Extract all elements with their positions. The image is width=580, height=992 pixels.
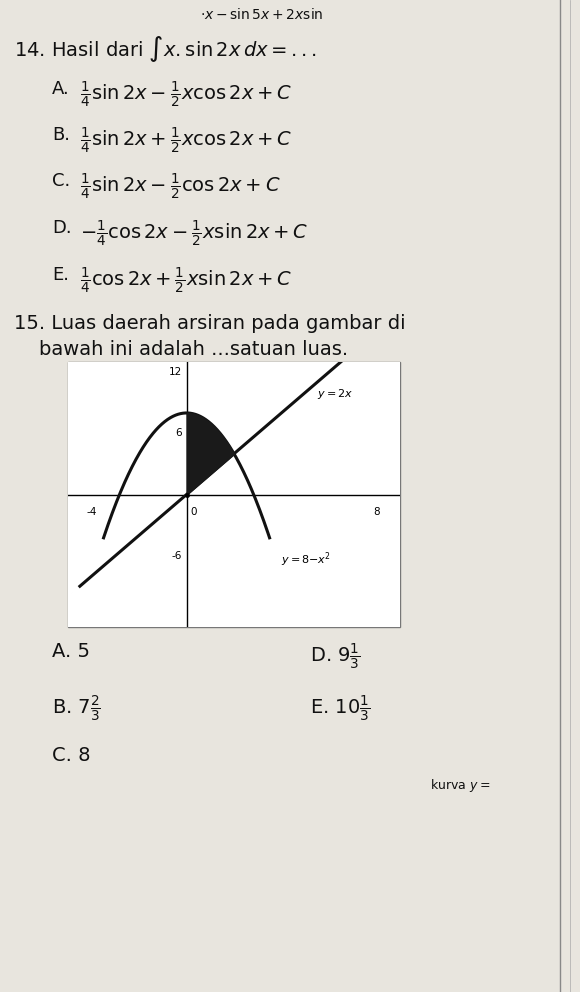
Text: $\cdot x - \sin 5x + 2x\sin$: $\cdot x - \sin 5x + 2x\sin$ [200,7,324,22]
Text: 6: 6 [175,429,182,438]
Text: D. $9\frac{1}{3}$: D. $9\frac{1}{3}$ [310,642,361,672]
Text: D.: D. [52,219,71,237]
Text: 14. Hasil dari $\int x.\sin 2x\,dx = ...$: 14. Hasil dari $\int x.\sin 2x\,dx = ...… [14,34,317,63]
Text: $\frac{1}{4}\cos 2x + \frac{1}{2}x\sin 2x + C$: $\frac{1}{4}\cos 2x + \frac{1}{2}x\sin 2… [80,266,292,296]
Text: 12: 12 [169,367,182,377]
Text: E. $10\frac{1}{3}$: E. $10\frac{1}{3}$ [310,694,370,724]
Text: $y = 8{-}x^2$: $y = 8{-}x^2$ [281,551,332,569]
Text: $y = 2x$: $y = 2x$ [317,388,353,402]
Text: $\frac{1}{4}\sin 2x - \frac{1}{2}x\cos 2x + C$: $\frac{1}{4}\sin 2x - \frac{1}{2}x\cos 2… [80,80,292,110]
Bar [68,362,400,627]
Text: 8: 8 [373,507,379,517]
Text: -4: -4 [86,507,97,517]
Text: 15. Luas daerah arsiran pada gambar di: 15. Luas daerah arsiran pada gambar di [14,314,405,333]
Text: 0: 0 [190,507,197,517]
Text: -6: -6 [172,551,182,560]
Text: $\frac{1}{4}\sin 2x + \frac{1}{2}x\cos 2x + C$: $\frac{1}{4}\sin 2x + \frac{1}{2}x\cos 2… [80,126,292,156]
Text: B.: B. [52,126,70,144]
Text: C. 8: C. 8 [52,746,90,765]
Text: A. 5: A. 5 [52,642,90,661]
Text: E.: E. [52,266,69,284]
Text: A.: A. [52,80,70,98]
Text: kurva $y =$: kurva $y =$ [430,777,491,794]
Text: C.: C. [52,172,70,190]
Text: $-\frac{1}{4}\cos 2x - \frac{1}{2}x\sin 2x + C$: $-\frac{1}{4}\cos 2x - \frac{1}{2}x\sin … [80,219,309,249]
Text: B. $7\frac{2}{3}$: B. $7\frac{2}{3}$ [52,694,101,724]
Text: $\frac{1}{4}\sin 2x - \frac{1}{2}\cos 2x + C$: $\frac{1}{4}\sin 2x - \frac{1}{2}\cos 2x… [80,172,281,202]
Text: bawah ini adalah ...satuan luas.: bawah ini adalah ...satuan luas. [14,340,348,359]
